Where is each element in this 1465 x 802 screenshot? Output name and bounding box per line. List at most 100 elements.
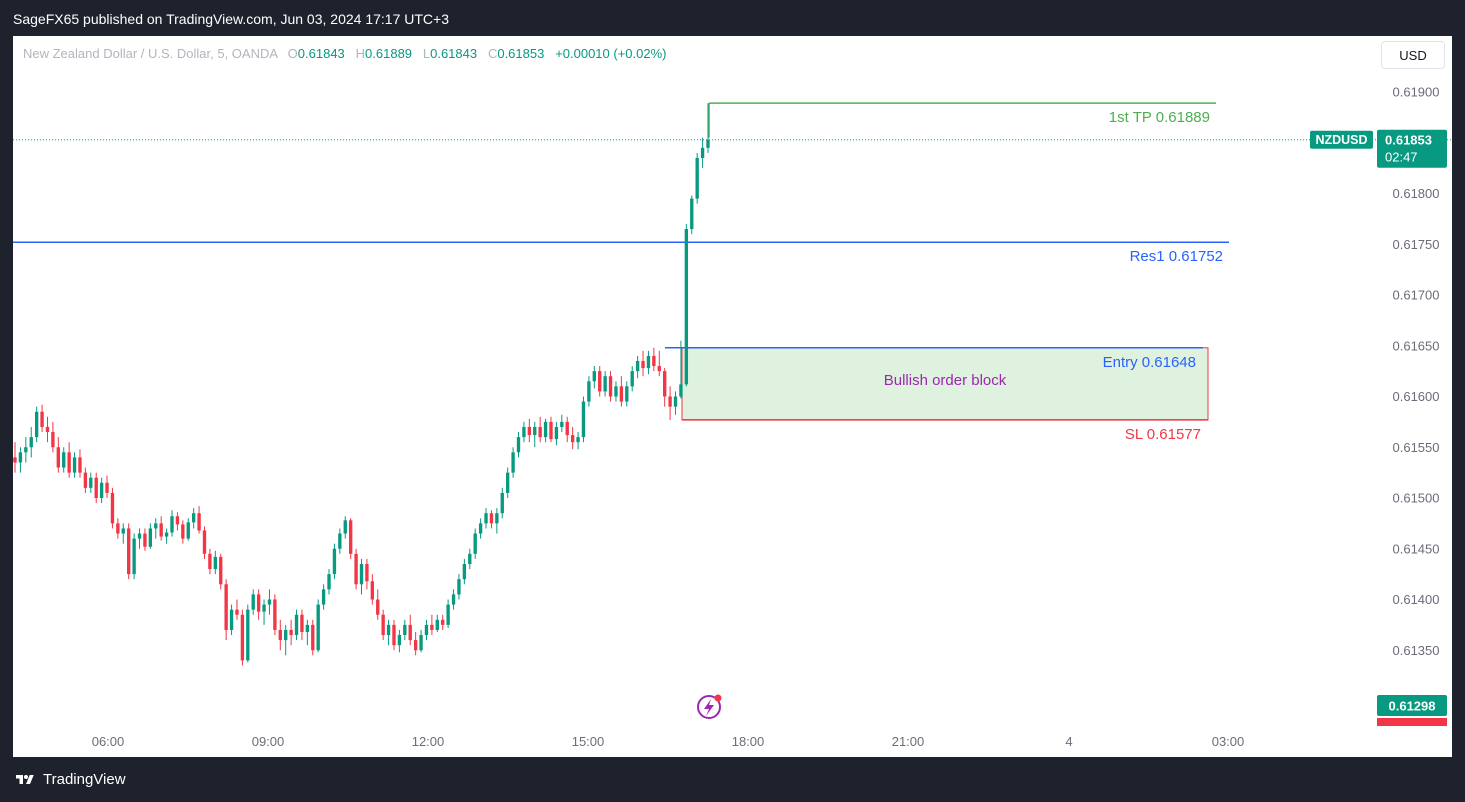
candle-body[interactable] bbox=[51, 432, 55, 448]
candle-body[interactable] bbox=[430, 624, 434, 630]
candle-body[interactable] bbox=[278, 629, 282, 641]
candle-body[interactable] bbox=[484, 513, 488, 524]
candle-body[interactable] bbox=[441, 619, 445, 625]
candle-body[interactable] bbox=[663, 371, 667, 397]
candle-body[interactable] bbox=[641, 360, 645, 369]
candle-body[interactable] bbox=[413, 640, 418, 651]
candle-body[interactable] bbox=[213, 556, 217, 570]
candle-body[interactable] bbox=[67, 452, 71, 473]
candle-body[interactable] bbox=[40, 411, 44, 427]
candle-body[interactable] bbox=[18, 452, 23, 463]
candle-body[interactable] bbox=[127, 528, 131, 575]
candle-body[interactable] bbox=[614, 386, 618, 397]
candle-body[interactable] bbox=[300, 614, 304, 632]
tradingview-logo[interactable]: TradingView bbox=[13, 771, 126, 788]
candle-body[interactable] bbox=[170, 516, 174, 533]
candle-body[interactable] bbox=[229, 609, 234, 630]
candle-body[interactable] bbox=[332, 548, 337, 575]
candle-body[interactable] bbox=[143, 533, 147, 547]
candle-body[interactable] bbox=[516, 437, 521, 453]
candle-body[interactable] bbox=[381, 614, 385, 636]
candle-body[interactable] bbox=[267, 599, 272, 605]
candle-body[interactable] bbox=[500, 492, 504, 514]
candle-body[interactable] bbox=[284, 629, 288, 641]
candle-body[interactable] bbox=[219, 556, 223, 585]
candle-body[interactable] bbox=[424, 624, 429, 636]
candle-body[interactable] bbox=[365, 563, 369, 582]
candle-body[interactable] bbox=[235, 609, 239, 615]
candle-body[interactable] bbox=[376, 599, 380, 615]
candle-body[interactable] bbox=[657, 366, 661, 372]
candle-body[interactable] bbox=[181, 524, 185, 539]
candle-body[interactable] bbox=[543, 421, 548, 438]
candle-body[interactable] bbox=[110, 492, 115, 524]
candle-body[interactable] bbox=[208, 553, 212, 570]
candle-body[interactable] bbox=[191, 513, 196, 523]
candle-body[interactable] bbox=[565, 421, 569, 436]
candle-body[interactable] bbox=[652, 355, 656, 367]
candle-body[interactable] bbox=[538, 426, 542, 438]
candle-body[interactable] bbox=[684, 229, 689, 385]
candle-body[interactable] bbox=[446, 604, 450, 625]
price-axis[interactable] bbox=[1375, 81, 1452, 736]
candle-body[interactable] bbox=[83, 472, 88, 488]
candle-body[interactable] bbox=[386, 624, 391, 636]
candle-body[interactable] bbox=[327, 574, 331, 590]
candle-body[interactable] bbox=[116, 523, 120, 534]
candle-body[interactable] bbox=[154, 523, 158, 529]
candle-body[interactable] bbox=[511, 452, 515, 473]
candle-body[interactable] bbox=[94, 477, 98, 498]
candle-body[interactable] bbox=[489, 513, 494, 524]
candle-body[interactable] bbox=[305, 624, 310, 632]
candle-body[interactable] bbox=[408, 624, 412, 641]
candle-body[interactable] bbox=[473, 533, 477, 554]
candle-body[interactable] bbox=[630, 371, 634, 387]
candle-body[interactable] bbox=[419, 635, 423, 651]
candle-body[interactable] bbox=[560, 421, 564, 427]
candle-body[interactable] bbox=[246, 609, 250, 661]
candle-body[interactable] bbox=[673, 396, 678, 407]
candle-body[interactable] bbox=[348, 520, 353, 554]
candle-body[interactable] bbox=[316, 604, 320, 651]
candle-body[interactable] bbox=[338, 533, 342, 549]
candle-body[interactable] bbox=[646, 355, 651, 369]
candle-body[interactable] bbox=[197, 513, 201, 531]
order-block-zone[interactable] bbox=[681, 347, 1209, 421]
candle-body[interactable] bbox=[587, 381, 591, 402]
candle-body[interactable] bbox=[224, 584, 228, 630]
candle-body[interactable] bbox=[495, 513, 499, 524]
candle-body[interactable] bbox=[78, 457, 82, 473]
candle-body[interactable] bbox=[294, 614, 299, 636]
candle-body[interactable] bbox=[533, 426, 537, 436]
candle-body[interactable] bbox=[164, 532, 169, 537]
candle-body[interactable] bbox=[690, 198, 694, 230]
price-chart[interactable]: 0.619000.618500.618000.617500.617000.616… bbox=[13, 36, 1452, 757]
candle-body[interactable] bbox=[343, 520, 347, 534]
candle-body[interactable] bbox=[603, 376, 607, 392]
candle-body[interactable] bbox=[522, 426, 526, 438]
candle-body[interactable] bbox=[202, 530, 207, 554]
candle-body[interactable] bbox=[34, 411, 39, 438]
candle-body[interactable] bbox=[159, 523, 163, 537]
candle-body[interactable] bbox=[576, 437, 580, 443]
candle-body[interactable] bbox=[527, 426, 532, 436]
candle-body[interactable] bbox=[321, 589, 326, 605]
candle-body[interactable] bbox=[435, 619, 439, 630]
candle-body[interactable] bbox=[72, 457, 77, 473]
candle-body[interactable] bbox=[186, 522, 190, 539]
candle-body[interactable] bbox=[56, 447, 60, 468]
current-price-tag[interactable] bbox=[1377, 129, 1447, 168]
lightning-icon[interactable] bbox=[697, 695, 721, 719]
candle-body[interactable] bbox=[506, 472, 510, 493]
candle-body[interactable] bbox=[451, 594, 456, 605]
candle-body[interactable] bbox=[148, 528, 153, 547]
candle-body[interactable] bbox=[99, 482, 104, 498]
candle-body[interactable] bbox=[62, 452, 66, 468]
candle-body[interactable] bbox=[29, 437, 33, 448]
candle-body[interactable] bbox=[370, 581, 375, 600]
candle-body[interactable] bbox=[256, 594, 261, 612]
candle-body[interactable] bbox=[289, 629, 293, 636]
candle-body[interactable] bbox=[635, 360, 640, 372]
candle-body[interactable] bbox=[468, 553, 472, 564]
candle-body[interactable] bbox=[240, 614, 245, 661]
